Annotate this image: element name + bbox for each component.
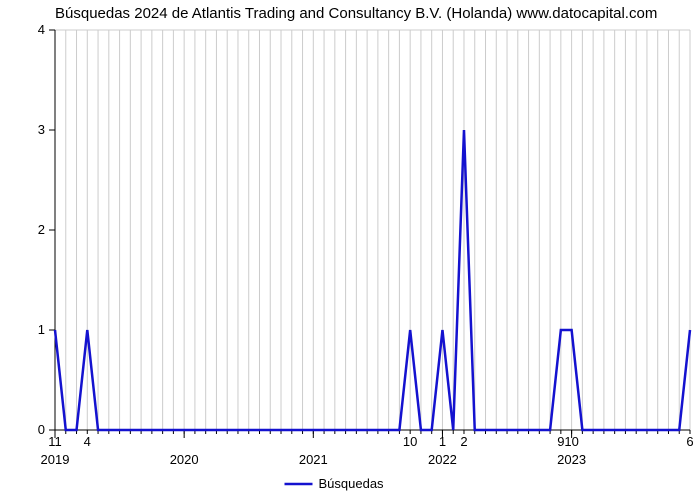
svg-text:1: 1 [38,322,45,337]
svg-text:4: 4 [84,434,91,449]
svg-text:0: 0 [38,422,45,437]
svg-text:2: 2 [38,222,45,237]
svg-text:2023: 2023 [557,452,586,467]
chart-svg: Búsquedas 2024 de Atlantis Trading and C… [0,0,700,500]
svg-text:6: 6 [686,434,693,449]
svg-text:2: 2 [460,434,467,449]
svg-text:2021: 2021 [299,452,328,467]
svg-text:10: 10 [403,434,417,449]
svg-text:Búsquedas: Búsquedas [319,476,385,491]
svg-text:2019: 2019 [41,452,70,467]
svg-text:3: 3 [38,122,45,137]
svg-text:9: 9 [557,434,564,449]
svg-text:4: 4 [38,22,45,37]
svg-text:2020: 2020 [170,452,199,467]
svg-text:Búsquedas 2024 de Atlantis Tra: Búsquedas 2024 de Atlantis Trading and C… [55,5,657,22]
line-chart: Búsquedas 2024 de Atlantis Trading and C… [0,0,700,500]
svg-text:2022: 2022 [428,452,457,467]
